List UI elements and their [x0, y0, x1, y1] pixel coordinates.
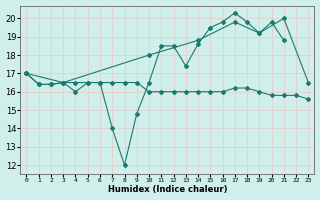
X-axis label: Humidex (Indice chaleur): Humidex (Indice chaleur) — [108, 185, 227, 194]
